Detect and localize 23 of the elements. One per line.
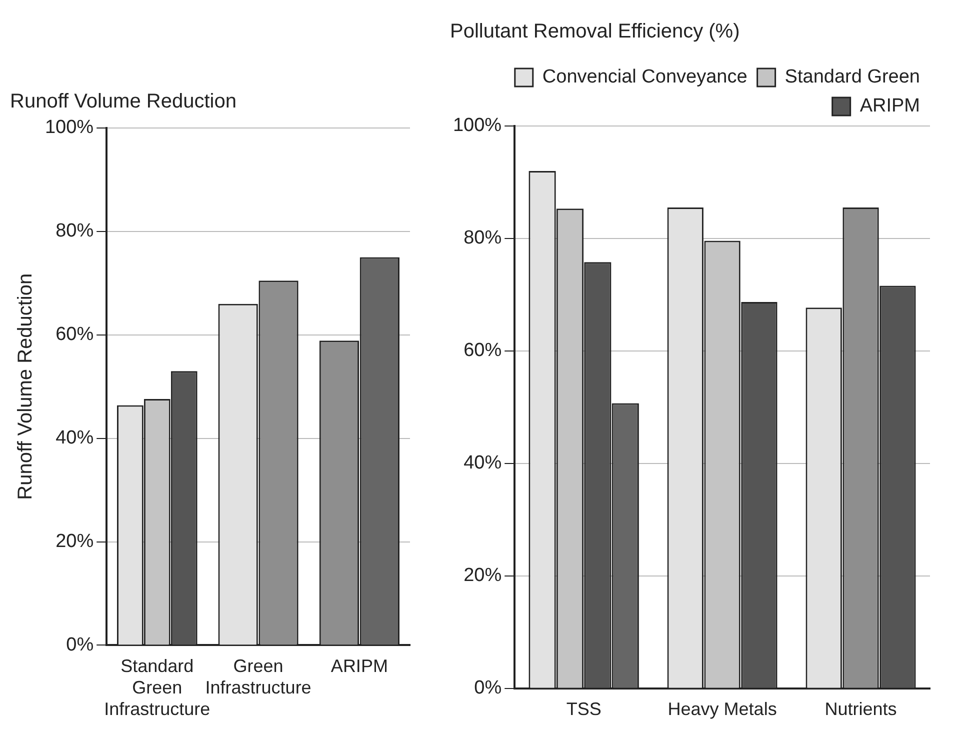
legend-label: Convencial Conveyance [542, 66, 748, 88]
y-axis-title: Runoff Volume Reduction [14, 273, 37, 500]
y-tick-label: 40% [56, 428, 94, 449]
x-tick-label: Nutrients [824, 699, 897, 720]
chart-title: Pollutant Removal Efficiency (%) [450, 20, 740, 43]
x-tick-label: ARIPM [330, 656, 388, 676]
y-tick-label: 20% [56, 530, 94, 552]
y-tick-label: 60% [464, 340, 502, 362]
y-tick-label: 40% [464, 452, 502, 474]
x-tick-label: Green Infrastructure [205, 656, 312, 698]
y-tick-label: 80% [464, 228, 502, 249]
x-tick-label: TSS [566, 699, 602, 720]
y-tick-label: 100% [44, 117, 94, 138]
y-tick-label: 100% [452, 115, 502, 136]
legend-label: ARIPM [860, 96, 920, 117]
y-tick-label: 0% [474, 678, 502, 699]
x-tick-label: Heavy Metals [668, 699, 777, 720]
y-tick-label: 20% [464, 565, 502, 586]
y-tick-label: 80% [56, 220, 94, 242]
y-tick-label: 0% [66, 634, 94, 656]
y-tick-label: 60% [56, 324, 94, 346]
legend-label: Standard Green [784, 66, 920, 88]
chart-title: Runoff Volume Reduction [10, 90, 236, 113]
